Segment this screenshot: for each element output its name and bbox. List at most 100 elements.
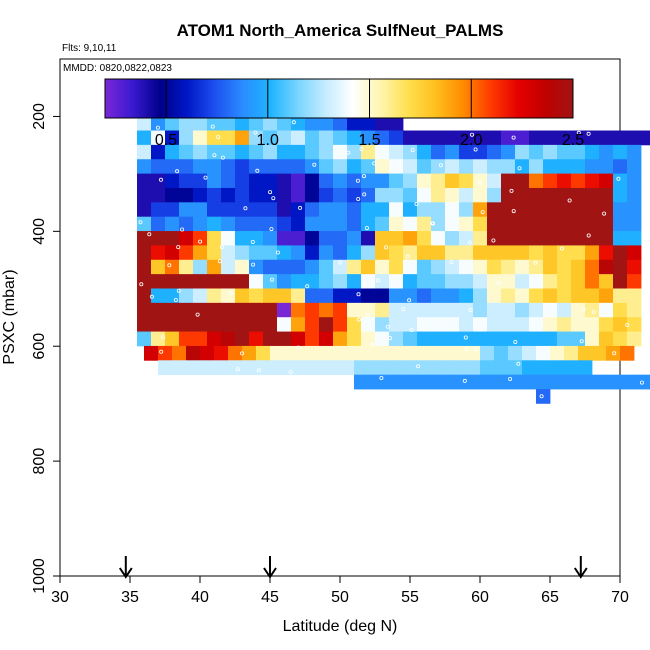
heatmap-cell <box>347 302 362 318</box>
heatmap-cell <box>221 187 236 203</box>
heatmap-cell <box>522 374 537 390</box>
heatmap-cell <box>543 202 558 218</box>
heatmap-cell <box>151 245 166 261</box>
heatmap-cell <box>375 144 390 160</box>
heatmap-cell <box>305 202 320 218</box>
heatmap-cell <box>137 173 152 189</box>
heatmap-cell <box>221 130 236 146</box>
heatmap-cell <box>319 202 334 218</box>
heatmap-cell <box>193 259 208 275</box>
heatmap-cell <box>277 173 292 189</box>
heatmap-cell <box>207 116 222 131</box>
heatmap-cell <box>515 259 530 275</box>
heatmap-cell <box>263 173 278 189</box>
sample-markers <box>138 104 644 399</box>
heatmap-cell <box>480 345 495 361</box>
sample-marker <box>463 335 468 340</box>
heatmap-cell <box>207 231 222 246</box>
heatmap-cell <box>557 288 572 304</box>
heatmap-cell <box>613 231 628 246</box>
sample-marker <box>346 150 351 155</box>
heatmap-cell <box>599 317 614 332</box>
heatmap-cell <box>291 159 306 174</box>
plot-area: MMDD: 0820,0822,0823 <box>59 58 650 579</box>
heatmap-cell <box>501 187 516 203</box>
sample-marker <box>509 188 514 193</box>
heatmap-cell <box>249 317 264 332</box>
heatmap-cell <box>242 345 257 361</box>
y-tick-label: 1000 <box>31 558 48 594</box>
heatmap-cell <box>459 317 474 332</box>
sample-marker <box>288 370 293 375</box>
y-axis-label: PSXC (mbar) <box>1 269 18 364</box>
heatmap-cell <box>487 245 502 261</box>
heatmap-cell <box>613 159 628 174</box>
heatmap-cell <box>599 288 614 304</box>
heatmap-cell <box>417 144 432 160</box>
x-tick-label: 70 <box>611 589 629 606</box>
heatmap-cell <box>578 360 593 376</box>
heatmap-cell <box>319 331 334 347</box>
sample-marker <box>240 351 245 356</box>
heatmap-cell <box>585 216 600 232</box>
sample-marker <box>468 307 473 312</box>
heatmap-cell <box>389 259 404 275</box>
heatmap-cell <box>249 202 264 218</box>
heatmap-cell <box>403 159 418 174</box>
heatmap-cell <box>151 130 166 146</box>
sample-marker <box>243 206 248 211</box>
heatmap-cell <box>319 144 334 160</box>
heatmap-cell <box>571 173 586 189</box>
heatmap-cell <box>389 216 404 232</box>
heatmap-cell <box>179 317 194 332</box>
heatmap-cell <box>291 187 306 203</box>
heatmap-cell <box>585 245 600 261</box>
heatmap-cell <box>459 187 474 203</box>
heatmap-cell <box>543 159 558 174</box>
heatmap-cell <box>165 259 180 275</box>
heatmap-cell <box>396 360 411 376</box>
x-tick-label: 50 <box>331 589 349 606</box>
heatmap-cell <box>256 360 271 376</box>
sample-marker <box>625 322 630 327</box>
dates-annotation: MMDD: 0820,0822,0823 <box>63 63 172 74</box>
heatmap-cell <box>445 173 460 189</box>
heatmap-cell <box>557 331 572 347</box>
sample-marker <box>616 176 621 181</box>
sample-marker <box>271 196 276 201</box>
heatmap-cell <box>557 159 572 174</box>
heatmap-cell <box>137 202 152 218</box>
heatmap-cell <box>613 144 628 160</box>
heatmap-cell <box>151 231 166 246</box>
heatmap-cell <box>270 360 285 376</box>
heatmap-cell <box>235 216 250 232</box>
heatmap-cell <box>557 317 572 332</box>
heatmap-cell <box>445 144 460 160</box>
heatmap-cell <box>627 317 642 332</box>
heatmap-cell <box>277 216 292 232</box>
heatmap-cell <box>193 274 208 289</box>
heatmap-cell <box>459 231 474 246</box>
heatmap-cell <box>515 231 530 246</box>
heatmap-cell <box>333 288 348 304</box>
heatmap-cell <box>221 202 236 218</box>
heatmap-cell <box>473 245 488 261</box>
heatmap-cell <box>550 360 565 376</box>
heatmap-cell <box>494 360 509 376</box>
heatmap-cell <box>354 345 369 361</box>
heatmap-cell <box>235 317 250 332</box>
heatmap-cell <box>347 331 362 347</box>
heatmap-cell <box>585 202 600 218</box>
heatmap-cell <box>235 202 250 218</box>
heatmap-cell <box>389 274 404 289</box>
x-tick-label: 45 <box>261 589 279 606</box>
sample-marker <box>469 132 474 137</box>
heatmap-cell <box>333 216 348 232</box>
heatmap-cell <box>333 245 348 261</box>
sample-marker <box>361 174 366 179</box>
heatmap-cell <box>515 274 530 289</box>
heatmap-cell <box>557 231 572 246</box>
sample-marker <box>362 282 367 287</box>
heatmap-cell <box>599 159 614 174</box>
heatmap-cell <box>403 216 418 232</box>
